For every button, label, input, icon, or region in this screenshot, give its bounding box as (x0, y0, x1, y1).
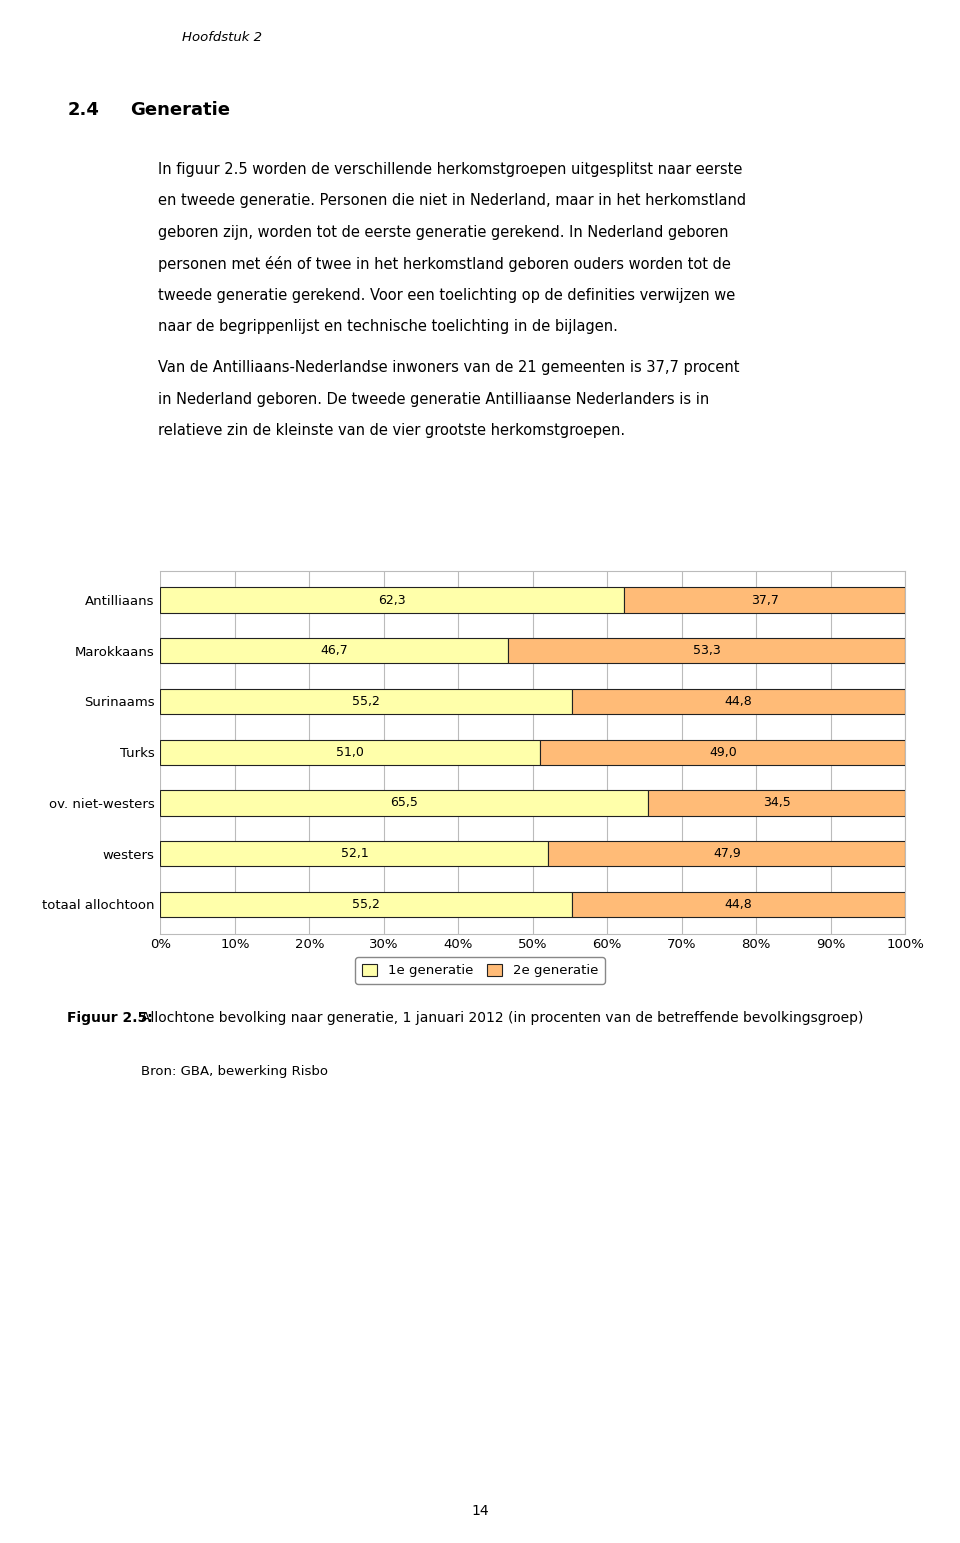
Text: geboren zijn, worden tot de eerste generatie gerekend. In Nederland geboren: geboren zijn, worden tot de eerste gener… (158, 225, 729, 239)
Text: 44,8: 44,8 (725, 898, 753, 910)
Text: 46,7: 46,7 (321, 645, 348, 657)
Text: 44,8: 44,8 (725, 694, 753, 708)
Text: 37,7: 37,7 (751, 594, 779, 606)
Text: 49,0: 49,0 (708, 745, 736, 759)
Bar (548, 841, 905, 866)
Text: 62,3: 62,3 (378, 594, 406, 606)
Bar (648, 790, 905, 816)
Text: personen met één of twee in het herkomstland geboren ouders worden tot de: personen met één of twee in het herkomst… (158, 256, 732, 273)
Text: Allochtone bevolking naar generatie, 1 januari 2012 (in procenten van de betreff: Allochtone bevolking naar generatie, 1 j… (140, 1011, 863, 1025)
Text: 65,5: 65,5 (391, 796, 419, 810)
Text: 55,2: 55,2 (352, 898, 380, 910)
Bar (160, 790, 648, 816)
Text: tweede generatie gerekend. Voor een toelichting op de definities verwijzen we: tweede generatie gerekend. Voor een toel… (158, 289, 735, 302)
Text: naar de begrippenlijst en technische toelichting in de bijlagen.: naar de begrippenlijst en technische toe… (158, 319, 618, 335)
Text: 2.4: 2.4 (67, 100, 99, 119)
Text: Figuur 2.5:: Figuur 2.5: (67, 1011, 153, 1025)
Bar (540, 739, 905, 765)
Bar (160, 841, 548, 866)
Bar (160, 688, 571, 714)
Text: Van de Antilliaans-Nederlandse inwoners van de 21 gemeenten is 37,7 procent: Van de Antilliaans-Nederlandse inwoners … (158, 360, 740, 375)
Text: relatieve zin de kleinste van de vier grootste herkomstgroepen.: relatieve zin de kleinste van de vier gr… (158, 423, 626, 438)
Text: In figuur 2.5 worden de verschillende herkomstgroepen uitgesplitst naar eerste: In figuur 2.5 worden de verschillende he… (158, 162, 743, 177)
Bar (160, 892, 571, 917)
Bar (624, 588, 905, 613)
Text: Bron: GBA, bewerking Risbo: Bron: GBA, bewerking Risbo (140, 1065, 327, 1077)
Bar (160, 639, 508, 663)
Text: 47,9: 47,9 (713, 847, 741, 859)
Bar (571, 892, 905, 917)
Text: 14: 14 (471, 1503, 489, 1518)
Text: 51,0: 51,0 (336, 745, 364, 759)
Text: en tweede generatie. Personen die niet in Nederland, maar in het herkomstland: en tweede generatie. Personen die niet i… (158, 193, 747, 208)
Bar (160, 588, 624, 613)
Bar (508, 639, 905, 663)
Text: 53,3: 53,3 (693, 645, 721, 657)
Bar (571, 688, 905, 714)
Text: 34,5: 34,5 (763, 796, 791, 810)
Text: 55,2: 55,2 (352, 694, 380, 708)
Legend: 1e generatie, 2e generatie: 1e generatie, 2e generatie (355, 957, 605, 984)
Text: in Nederland geboren. De tweede generatie Antilliaanse Nederlanders is in: in Nederland geboren. De tweede generati… (158, 392, 709, 407)
Bar (160, 739, 540, 765)
Text: 52,1: 52,1 (341, 847, 369, 859)
Text: Hoofdstuk 2: Hoofdstuk 2 (182, 31, 262, 45)
Text: Generatie: Generatie (131, 100, 230, 119)
